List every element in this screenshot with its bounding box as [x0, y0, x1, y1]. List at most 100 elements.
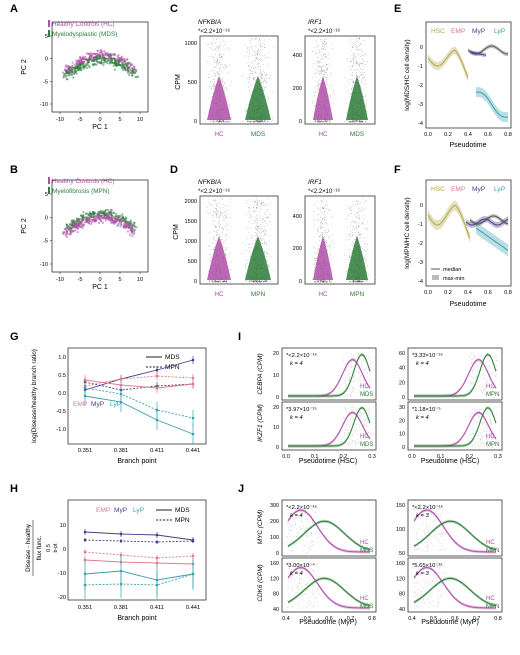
violin-dot [323, 198, 324, 200]
scatter-point [133, 229, 136, 232]
branch-line [84, 551, 194, 559]
violin-dot [245, 55, 247, 57]
violin-dot [215, 240, 216, 242]
violin-dot [347, 258, 349, 260]
violin-dot [216, 121, 218, 123]
scatter-point [71, 69, 74, 72]
scatter-point [80, 69, 83, 72]
violin-dot [210, 46, 212, 48]
violin-dot [251, 38, 252, 39]
violin-dot [358, 224, 360, 226]
scatter-point [75, 220, 78, 223]
violin-dot [266, 64, 268, 66]
violin-dot [319, 121, 321, 122]
violin-dot [362, 280, 363, 282]
cell-dot [347, 378, 349, 380]
violin-dot [264, 233, 266, 235]
cell-dot [350, 395, 352, 397]
violin-dot [218, 224, 220, 226]
violin-dot [214, 85, 216, 87]
cell-dot [353, 374, 355, 376]
violin-dot [218, 46, 220, 48]
violin-dot [223, 217, 224, 218]
violin-dot [351, 80, 353, 82]
violin-dot [230, 261, 232, 263]
violin-dot [325, 240, 327, 241]
violin-dot [325, 121, 327, 123]
violin-dot [261, 55, 263, 56]
violin-dot [208, 74, 210, 76]
violin-dot [355, 57, 357, 58]
violin-dot [326, 204, 328, 206]
scatter-point [93, 212, 96, 216]
scatter-point [106, 217, 109, 220]
violin-dot [220, 121, 222, 122]
violin-dot [224, 281, 226, 283]
violin-dot [227, 210, 229, 211]
scatter-point [119, 63, 122, 67]
branch-point [119, 377, 123, 381]
violin-dot [208, 245, 210, 247]
scatter-point [82, 67, 86, 70]
violin-dot [266, 82, 268, 83]
violin-dot [353, 58, 355, 60]
violin-dot [317, 62, 319, 64]
violin-dot [260, 52, 262, 54]
violin-dot [326, 39, 328, 41]
cell-dot [345, 353, 347, 355]
scatter-point [126, 70, 130, 73]
violin-dot [352, 121, 353, 123]
violin-dot [226, 121, 228, 123]
panel-d-gene-2: IRF1 [308, 179, 322, 186]
violin-dot [325, 77, 326, 79]
scatter-point [89, 222, 92, 226]
violin-dot [250, 199, 252, 201]
panel-d-ytick: 500 [188, 259, 197, 265]
violin-dot [263, 280, 265, 282]
violin-dot [351, 66, 353, 67]
violin-dot [315, 247, 316, 249]
violin-dot [264, 229, 266, 231]
violin-dot [364, 79, 366, 81]
violin-dot [216, 211, 218, 212]
violin-dot [259, 209, 261, 211]
violin-dot [264, 58, 266, 60]
panel-c-ytick: 0 [194, 119, 197, 125]
panel-d-group-mpn-1: MPN [251, 291, 266, 298]
violin-dot [320, 55, 322, 57]
violin-dot [263, 203, 265, 205]
violin-dot [350, 61, 352, 63]
violin-dot [322, 218, 324, 219]
violin-dot [214, 225, 216, 227]
violin-dot [325, 56, 327, 58]
branch-point [155, 408, 159, 412]
violin-dot [244, 263, 246, 265]
cell-dot [349, 379, 351, 381]
panel-d: D CPM NFKBIA *<2.2×10⁻¹⁶ IRF1 *<2.2×10⁻¹… [170, 164, 376, 298]
violin-dot [319, 281, 321, 283]
violin-dot [364, 84, 366, 85]
scatter-point [90, 54, 93, 57]
violin-dot [249, 81, 251, 83]
cell-dot [357, 388, 359, 390]
violin-body [245, 76, 271, 120]
violin-dot [214, 75, 216, 77]
violin-dot [250, 72, 252, 74]
branch-point [191, 539, 195, 543]
violin-dot [252, 74, 254, 76]
panel-h-legend-mpn: MPN [175, 517, 190, 524]
panel-e-ytick: 0 [420, 45, 423, 51]
violin-dot [253, 240, 255, 241]
violin-dot [357, 225, 359, 227]
cell-dot [366, 373, 368, 375]
violin-dot [225, 41, 227, 43]
violin-dot [317, 119, 318, 121]
violin-dot [225, 214, 226, 215]
violin-dot [229, 121, 230, 123]
scatter-point [101, 62, 104, 65]
violin-dot [255, 220, 256, 222]
violin-dot [259, 66, 261, 67]
violin-dot [349, 281, 351, 283]
violin-dot [260, 71, 262, 73]
violin-dot [215, 48, 216, 50]
